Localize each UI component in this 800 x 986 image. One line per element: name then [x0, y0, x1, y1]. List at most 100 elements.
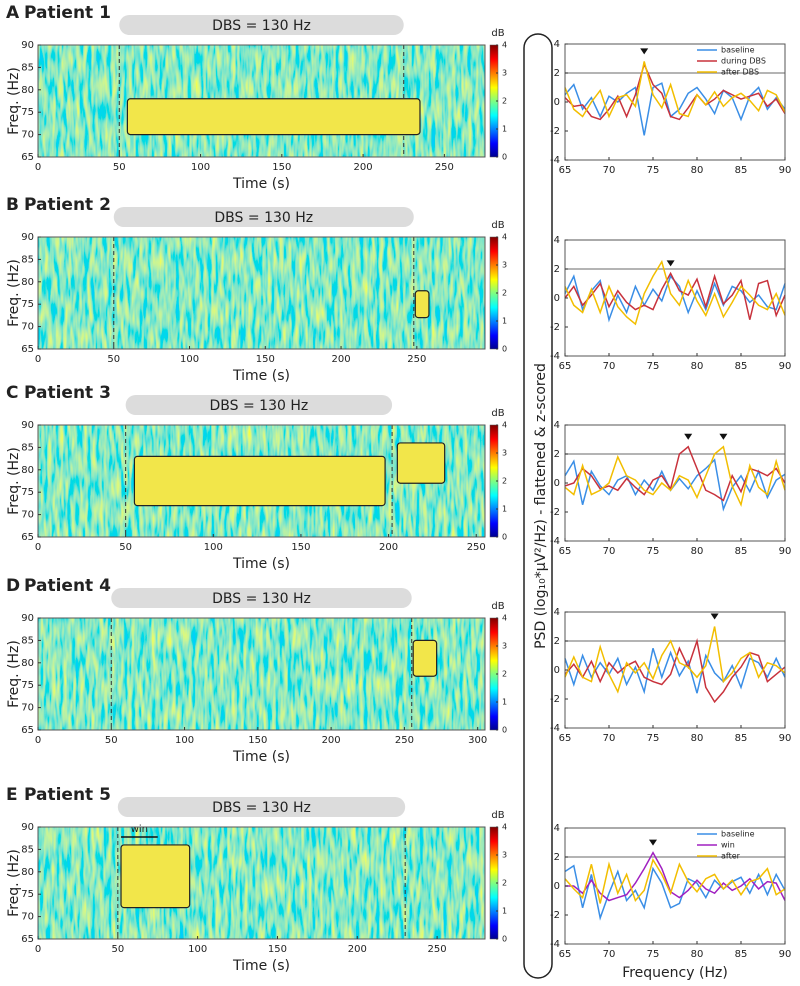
plot-frame: [564, 611, 786, 729]
x-tick-label: 65: [559, 733, 572, 744]
plot-frame: [37, 424, 486, 538]
series-line: [564, 638, 786, 704]
colorbar-tick-label: 0: [502, 153, 507, 162]
x-tick-label: 80: [691, 546, 704, 557]
y-tick-label: 80: [21, 85, 34, 96]
x-tick-label: 250: [428, 944, 447, 955]
y-tick-label: -2: [550, 694, 560, 705]
y-tick-label: -2: [550, 507, 560, 518]
panel-title: Patient 5: [24, 785, 111, 805]
colorbar-tick-label: 3: [502, 261, 507, 270]
dbs-bar: [125, 395, 393, 415]
series-line: [564, 858, 786, 904]
colorbar-tick-label: 3: [502, 449, 507, 458]
y-tick-label: 70: [21, 322, 34, 333]
y-tick-label: 65: [21, 344, 34, 355]
series-line: [564, 62, 786, 121]
dbs-bar: [111, 588, 412, 608]
y-tick-label: 0: [554, 478, 560, 489]
y-tick-label: 4: [554, 607, 560, 618]
y-tick-label: 0: [554, 665, 560, 676]
series-line: [564, 259, 786, 326]
significant-region: [412, 639, 438, 677]
x-tick-label: 50: [113, 162, 126, 173]
colorbar-tick-label: 0: [502, 726, 507, 735]
panel-title: Patient 1: [24, 3, 111, 23]
series-line: [564, 458, 786, 512]
x-tick-label: 65: [559, 165, 572, 176]
panel-letter: C: [6, 383, 18, 403]
x-tick-label: 85: [735, 361, 748, 372]
colorbar-tick-label: 1: [502, 698, 507, 707]
y-tick-label: -4: [550, 351, 560, 362]
y-tick-label: -4: [550, 939, 560, 950]
legend-label: win: [721, 841, 735, 850]
y-tick-label: 90: [21, 822, 34, 833]
x-tick-label: 200: [322, 735, 341, 746]
dbs-label: DBS = 130 Hz: [212, 18, 311, 34]
x-tick-label: 0: [35, 354, 41, 365]
significant-region: [414, 290, 430, 319]
y-tick-label: 4: [554, 420, 560, 431]
y-tick-label: 2: [554, 636, 560, 647]
y-axis-label: Freq. (Hz): [6, 259, 22, 327]
y-tick-label: 70: [21, 130, 34, 141]
colorbar-tick-label: 1: [502, 317, 507, 326]
series-line: [564, 82, 786, 136]
x-tick-label: 50: [105, 735, 118, 746]
x-tick-label: 250: [407, 354, 426, 365]
x-tick-label: 200: [354, 162, 373, 173]
colorbar-tick-label: 0: [502, 935, 507, 944]
y-tick-label: 4: [554, 235, 560, 246]
dbs-bar: [113, 207, 414, 227]
series-line: [564, 271, 786, 320]
y-tick-label: 70: [21, 703, 34, 714]
x-tick-label: 200: [379, 542, 398, 553]
dbs-label: DBS = 130 Hz: [212, 591, 311, 607]
legend-label: after DBS: [721, 68, 759, 77]
y-tick-label: 85: [21, 442, 34, 453]
y-tick-label: 80: [21, 867, 34, 878]
x-tick-label: 80: [691, 165, 704, 176]
y-tick-label: 65: [21, 934, 34, 945]
peak-marker: [719, 433, 728, 440]
x-tick-label: 50: [111, 944, 124, 955]
x-axis-label: Time (s): [232, 958, 290, 974]
colorbar-tick-label: 1: [502, 125, 507, 134]
y-tick-label: 75: [21, 680, 34, 691]
x-tick-label: 0: [35, 735, 41, 746]
x-tick-label: 75: [647, 949, 660, 960]
significant-region: [396, 442, 446, 484]
legend-label: baseline: [721, 830, 755, 839]
x-tick-label: 100: [175, 735, 194, 746]
panel-letter: A: [6, 3, 20, 23]
x-tick-label: 85: [735, 733, 748, 744]
y-tick-label: 2: [554, 68, 560, 79]
spectrogram: [38, 237, 485, 349]
x-tick-label: 75: [647, 546, 660, 557]
x-tick-label: 150: [256, 354, 275, 365]
y-tick-label: 65: [21, 152, 34, 163]
colorbar-tick-label: 3: [502, 69, 507, 78]
colorbar-tick-label: 4: [502, 421, 507, 430]
y-axis-label: Freq. (Hz): [6, 447, 22, 515]
x-tick-label: 50: [119, 542, 132, 553]
colorbar-label: dB: [491, 601, 504, 612]
plot-frame: [37, 826, 486, 940]
dbs-bar: [117, 797, 406, 817]
x-tick-label: 70: [603, 165, 616, 176]
spectrogram: [38, 618, 485, 730]
x-tick-label: 65: [559, 546, 572, 557]
dbs-label: DBS = 130 Hz: [210, 398, 309, 414]
y-tick-label: 2: [554, 852, 560, 863]
y-tick-label: 0: [554, 293, 560, 304]
x-tick-label: 80: [691, 733, 704, 744]
colorbar-tick-label: 2: [502, 477, 507, 486]
x-tick-label: 80: [691, 949, 704, 960]
y-axis-label: Freq. (Hz): [6, 849, 22, 917]
dbs-label: DBS = 130 Hz: [214, 210, 313, 226]
x-tick-label: 75: [647, 733, 660, 744]
y-tick-label: 75: [21, 487, 34, 498]
x-tick-label: 50: [107, 354, 120, 365]
y-tick-label: -4: [550, 536, 560, 547]
